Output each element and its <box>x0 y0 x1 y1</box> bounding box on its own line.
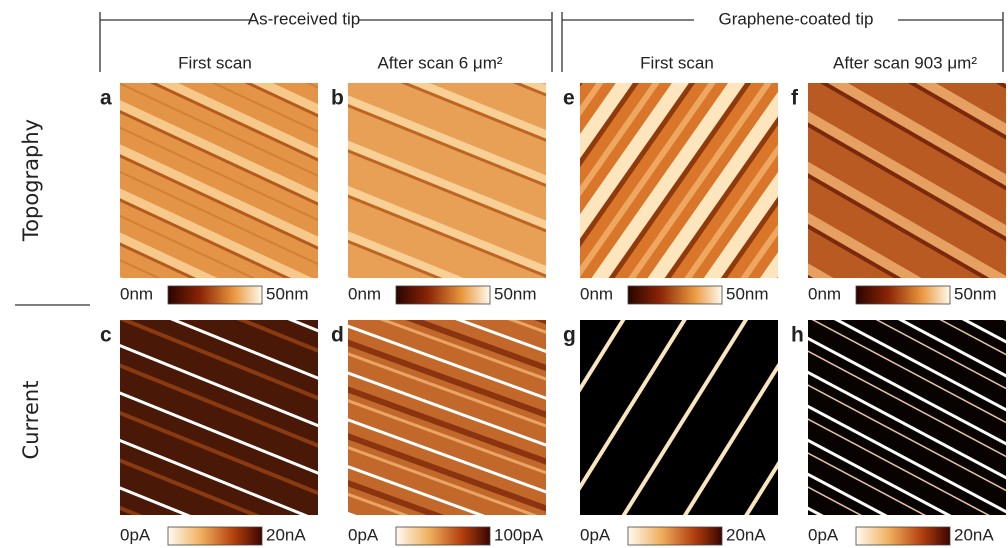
colorbar <box>628 527 722 545</box>
group-title: Graphene-coated tip <box>719 9 874 28</box>
scale-max-label: 100pA <box>494 525 544 544</box>
colorbar <box>396 286 490 304</box>
scan-image <box>808 83 1006 278</box>
scan-image <box>580 320 778 515</box>
scale-max-label: 50nm <box>266 284 309 303</box>
column-label: First scan <box>640 53 714 72</box>
panel-letter: a <box>100 87 112 110</box>
panel-letter: f <box>791 87 799 110</box>
scale-max-label: 20nA <box>266 525 306 544</box>
column-label: After scan 6 μm² <box>377 53 502 72</box>
panel-letter: e <box>563 87 575 110</box>
scale-max-label: 20nA <box>726 525 766 544</box>
scale-min-label: 0nm <box>120 284 153 303</box>
scale-min-label: 0pA <box>808 525 839 544</box>
row-label: Current <box>19 381 43 460</box>
scan-image <box>348 83 546 278</box>
scale-min-label: 0nm <box>348 284 381 303</box>
scan-image <box>120 83 318 278</box>
scale-min-label: 0pA <box>120 525 151 544</box>
scale-min-label: 0pA <box>580 525 611 544</box>
scan-image <box>580 83 778 278</box>
colorbar <box>628 286 722 304</box>
scale-min-label: 0nm <box>580 284 613 303</box>
group-title: As-received tip <box>248 9 360 28</box>
panel-letter: d <box>331 324 344 347</box>
colorbar <box>856 527 950 545</box>
scale-max-label: 50nm <box>726 284 769 303</box>
colorbar <box>856 286 950 304</box>
panel-letter: h <box>791 324 804 347</box>
scale-max-label: 20nA <box>954 525 994 544</box>
scale-min-label: 0nm <box>808 284 841 303</box>
colorbar <box>168 527 262 545</box>
scale-max-label: 50nm <box>494 284 537 303</box>
colorbar <box>168 286 262 304</box>
figure: As-received tip Graphene-coated tip Topo… <box>0 0 1008 548</box>
scan-image <box>808 320 1006 515</box>
colorbar <box>396 527 490 545</box>
scale-min-label: 0pA <box>348 525 379 544</box>
scan-image <box>348 320 546 515</box>
scale-max-label: 50nm <box>954 284 997 303</box>
scan-image <box>120 320 318 515</box>
panel-letter: c <box>100 324 112 347</box>
row-label: Topography <box>19 119 43 242</box>
panel-letter: g <box>563 324 576 347</box>
column-label: First scan <box>178 53 252 72</box>
panel-letter: b <box>331 87 344 110</box>
column-label: After scan 903 μm² <box>833 53 977 72</box>
